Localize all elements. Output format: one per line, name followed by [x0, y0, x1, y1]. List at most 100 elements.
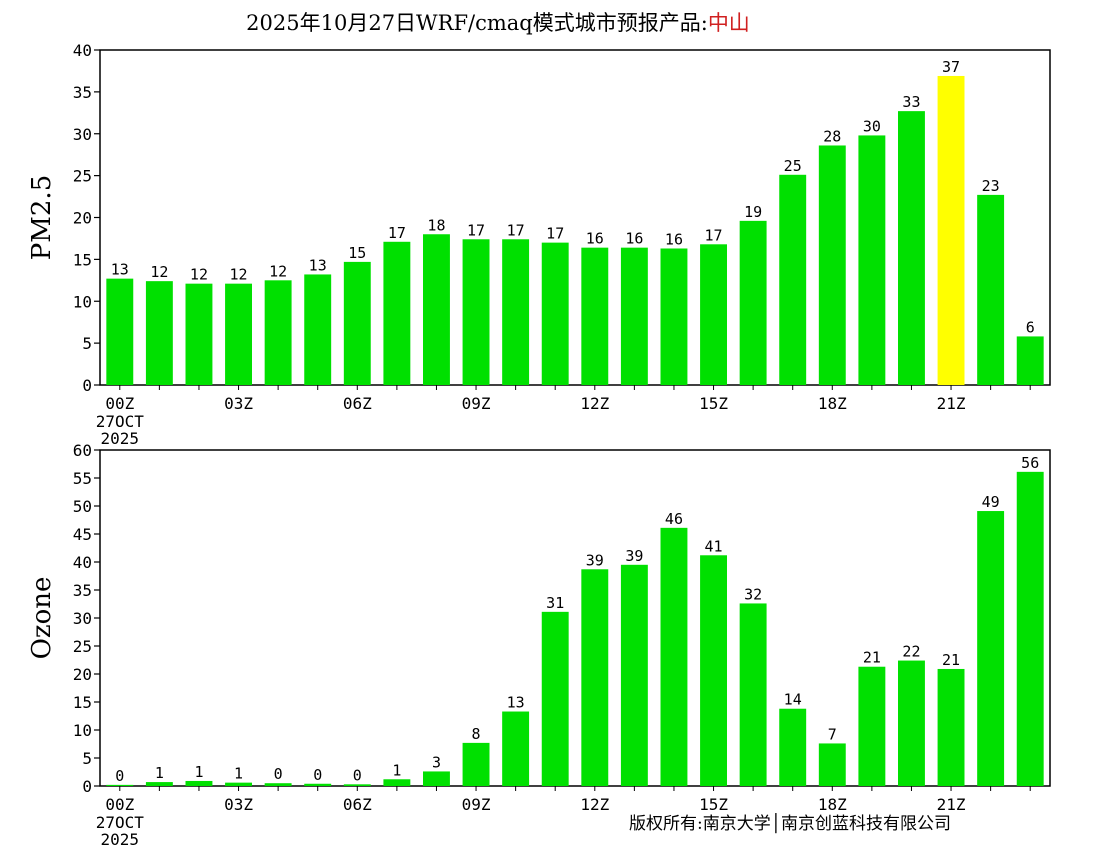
y-tick-label: 35 [73, 581, 92, 600]
y-tick-label: 25 [73, 637, 92, 656]
bar-value-label: 17 [467, 221, 485, 239]
x-tick-label: 00Z [105, 394, 134, 413]
x-tick-label: 00Z [105, 795, 134, 814]
bar-value-label: 1 [194, 763, 203, 781]
bar-15 [700, 555, 727, 786]
bar-20 [898, 111, 925, 385]
copyright-footer: 版权所有:南京大学│南京创蓝科技有限公司 [629, 813, 951, 834]
bar-23 [1016, 336, 1044, 385]
x-tick-label: 15Z [699, 394, 728, 413]
bar-value-label: 56 [1021, 454, 1039, 472]
date-label: 27OCT [96, 412, 145, 431]
bar-value-label: 1 [155, 764, 164, 782]
bar-value-label: 21 [942, 651, 960, 669]
bar-3 [225, 283, 252, 385]
bar-value-label: 12 [269, 262, 287, 280]
title-text: 2025年10月27日WRF/cmaq模式城市预报产品: [246, 11, 708, 35]
y-tick-label: 55 [73, 469, 92, 488]
x-tick-label: 18Z [818, 394, 847, 413]
bar-value-label: 37 [942, 58, 960, 76]
x-tick-label: 15Z [699, 795, 728, 814]
bar-value-label: 30 [863, 117, 881, 135]
y-tick-label: 15 [73, 250, 92, 269]
y-tick-label: 40 [73, 41, 92, 60]
bar-12 [581, 247, 609, 385]
y-tick-label: 20 [73, 209, 92, 228]
bar-value-label: 0 [353, 766, 362, 784]
bar-value-label: 46 [665, 510, 683, 528]
bar-17 [779, 174, 807, 385]
bar-21 [937, 75, 965, 386]
bar-1 [145, 782, 173, 786]
x-tick-label: 18Z [818, 795, 847, 814]
bar-15 [700, 244, 727, 385]
bar-13 [620, 564, 648, 786]
y-tick-label: 50 [73, 497, 92, 516]
bar-4 [264, 783, 292, 786]
bar-1 [145, 281, 173, 385]
bar-value-label: 39 [625, 547, 643, 565]
bar-7 [383, 241, 411, 385]
bar-value-label: 16 [665, 230, 683, 248]
bar-value-label: 22 [902, 643, 920, 661]
bar-18 [818, 145, 846, 385]
bar-14 [660, 248, 688, 385]
x-tick-label: 03Z [224, 795, 253, 814]
y-tick-label: 0 [82, 777, 92, 796]
x-tick-label: 21Z [937, 394, 966, 413]
bar-value-label: 15 [348, 244, 366, 262]
bar-value-label: 19 [744, 203, 762, 221]
x-tick-label: 09Z [462, 394, 491, 413]
bar-9 [462, 239, 490, 385]
y-tick-label: 25 [73, 167, 92, 186]
bar-16 [739, 603, 767, 786]
x-tick-label: 06Z [343, 795, 372, 814]
bar-value-label: 12 [190, 266, 208, 284]
bar-6 [343, 261, 371, 385]
y-tick-label: 10 [73, 292, 92, 311]
bar-19 [858, 666, 886, 786]
bar-value-label: 0 [313, 766, 322, 784]
bar-22 [977, 194, 1005, 385]
bar-value-label: 17 [705, 226, 723, 244]
bar-11 [541, 611, 569, 786]
bar-value-label: 49 [982, 493, 1000, 511]
bar-2 [185, 780, 213, 786]
y-tick-label: 60 [73, 441, 92, 460]
y-tick-label: 35 [73, 83, 92, 102]
bar-value-label: 17 [546, 225, 564, 243]
bar-value-label: 25 [784, 157, 802, 175]
bar-12 [581, 569, 609, 786]
bar-6 [343, 784, 371, 786]
bar-13 [620, 247, 648, 385]
x-tick-label: 03Z [224, 394, 253, 413]
bar-9 [462, 742, 490, 786]
y-tick-label: 30 [73, 609, 92, 628]
date-label: 2025 [101, 830, 140, 849]
pm25-panel: 13 12 12 12 12 13 15 17 18 17 17 17 16 16 16 17 19 25 28 30… [27, 41, 1051, 448]
bar-value-label: 0 [115, 767, 124, 785]
bar-17 [779, 708, 807, 786]
bar-7 [383, 779, 411, 786]
bar-0 [106, 278, 134, 385]
bar-22 [977, 511, 1005, 786]
bar-0 [106, 784, 134, 786]
bar-value-label: 0 [274, 765, 283, 783]
bar-23 [1016, 471, 1044, 786]
bar-value-label: 8 [472, 725, 481, 743]
bar-value-label: 13 [507, 694, 525, 712]
bar-value-label: 14 [784, 691, 802, 709]
bar-value-label: 12 [230, 266, 248, 284]
bar-value-label: 32 [744, 585, 762, 603]
bar-value-label: 31 [546, 594, 564, 612]
bar-value-label: 28 [823, 127, 841, 145]
x-tick-label: 12Z [580, 394, 609, 413]
y-axis-label: PM2.5 [27, 175, 57, 260]
y-tick-label: 0 [82, 376, 92, 395]
bar-value-label: 16 [625, 230, 643, 248]
bar-value-label: 33 [902, 93, 920, 111]
y-tick-label: 15 [73, 693, 92, 712]
bar-value-label: 16 [586, 230, 604, 248]
bar-18 [818, 743, 846, 786]
